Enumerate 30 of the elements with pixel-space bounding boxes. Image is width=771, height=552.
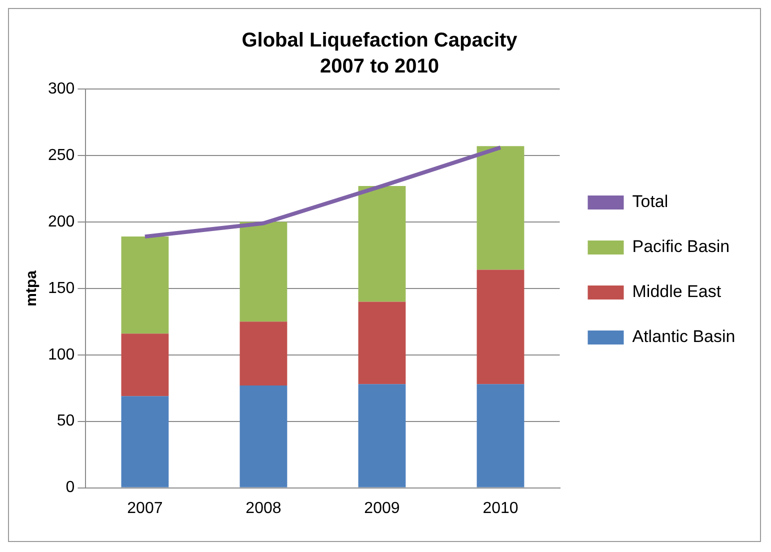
bar	[121, 396, 169, 488]
legend-label: Atlantic Basin	[632, 327, 736, 346]
bar	[240, 385, 288, 488]
bar	[358, 384, 406, 488]
bar	[358, 186, 406, 302]
bar	[240, 322, 288, 386]
y-tick-label: 200	[48, 213, 75, 230]
bar	[121, 334, 169, 396]
bar	[240, 222, 288, 322]
y-axis-title: mtpa	[23, 270, 40, 306]
bar	[476, 146, 524, 270]
y-tick-label: 150	[48, 280, 75, 297]
bar	[358, 302, 406, 384]
chart-title: Global Liquefaction Capacity	[242, 30, 518, 52]
chart-subtitle: 2007 to 2010	[320, 56, 439, 78]
y-tick-label: 100	[48, 346, 75, 364]
y-tick-label: 300	[48, 80, 75, 98]
legend-label: Total	[632, 192, 668, 212]
x-tick-label: 2010	[482, 500, 518, 517]
legend-label: Pacific Basin	[632, 237, 730, 256]
x-tick-label: 2009	[364, 500, 400, 517]
y-tick-label: 0	[66, 479, 75, 496]
bar	[476, 270, 524, 384]
y-tick-label: 250	[48, 146, 75, 164]
legend-label: Middle East	[632, 282, 722, 302]
bar	[121, 236, 169, 334]
y-tick-label: 50	[56, 412, 75, 430]
x-tick-label: 2008	[246, 500, 282, 517]
bar	[476, 384, 524, 488]
x-tick-label: 2007	[127, 500, 163, 517]
